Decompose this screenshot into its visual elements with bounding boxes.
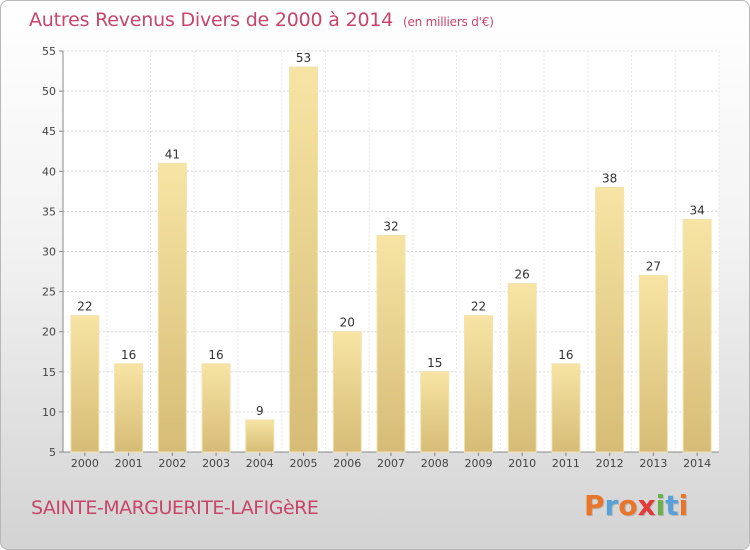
- data-label-2000: 22: [77, 300, 92, 314]
- chart-title: Autres Revenus Divers de 2000 à 2014 (en…: [29, 9, 494, 31]
- y-tick-label: 30: [42, 246, 56, 259]
- x-tick-label-2006: 2006: [333, 457, 361, 470]
- logo-letter: r: [604, 489, 619, 522]
- x-tick-label-2010: 2010: [508, 457, 536, 470]
- bar-2010[interactable]: [507, 283, 537, 453]
- y-tick-label: 20: [42, 326, 56, 339]
- data-label-2008: 15: [427, 356, 442, 370]
- x-tick-label-2013: 2013: [639, 457, 667, 470]
- logo-letter: o: [618, 489, 638, 522]
- bar-2006[interactable]: [332, 331, 362, 453]
- data-label-2010: 26: [515, 268, 530, 282]
- x-tick-label-2000: 2000: [71, 457, 99, 470]
- x-tick-label-2003: 2003: [202, 457, 230, 470]
- data-labels: 22 16 41 16 9 53 20 32 15 22 26 16 38 27 34: [77, 51, 705, 418]
- bar-2014[interactable]: [682, 218, 712, 453]
- y-tick-label: 35: [42, 205, 56, 218]
- data-label-2007: 32: [383, 219, 398, 233]
- data-label-2013: 27: [646, 260, 661, 274]
- bar-2005[interactable]: [289, 66, 319, 453]
- y-tick-label: 10: [42, 406, 56, 419]
- data-label-2011: 16: [558, 348, 573, 362]
- data-label-2004: 9: [256, 404, 264, 418]
- data-label-2001: 16: [121, 348, 136, 362]
- bar-2011[interactable]: [551, 363, 581, 453]
- bars: [70, 66, 712, 453]
- data-label-2009: 22: [471, 300, 486, 314]
- bar-2009[interactable]: [463, 315, 493, 453]
- y-tick-label: 50: [42, 85, 56, 98]
- bar-2003[interactable]: [201, 363, 231, 453]
- x-tick-label-2009: 2009: [464, 457, 492, 470]
- x-tick-label-2014: 2014: [683, 457, 711, 470]
- data-label-2014: 34: [689, 203, 704, 217]
- y-tick-label: 55: [42, 45, 56, 58]
- bar-2001[interactable]: [114, 363, 144, 453]
- x-tick-label-2005: 2005: [290, 457, 318, 470]
- data-label-2002: 41: [165, 147, 180, 161]
- x-tick-label-2011: 2011: [552, 457, 580, 470]
- logo-letter: x: [637, 489, 656, 522]
- x-tick-label-2008: 2008: [421, 457, 449, 470]
- chart-title-text: Autres Revenus Divers de 2000 à 2014: [29, 9, 394, 31]
- proxiti-logo[interactable]: Proxiti: [584, 489, 688, 522]
- axes: 5 10 15 20 25 30 35 40 45 50 55 2000 2001 2002 2003 200…: [42, 45, 719, 470]
- bar-2007[interactable]: [376, 234, 406, 453]
- bar-2012[interactable]: [595, 186, 625, 453]
- x-tick-label-2004: 2004: [246, 457, 274, 470]
- data-label-2012: 38: [602, 171, 617, 185]
- data-label-2005: 53: [296, 51, 311, 65]
- logo-letter: t: [665, 489, 679, 522]
- x-tick-label-2001: 2001: [115, 457, 143, 470]
- bar-2004[interactable]: [245, 419, 275, 453]
- bar-2013[interactable]: [638, 275, 668, 453]
- chart-subtitle: (en milliers d'€): [402, 15, 494, 29]
- bar-2000[interactable]: [70, 315, 100, 453]
- y-tick-label: 45: [42, 125, 56, 138]
- logo-letter: i: [655, 489, 666, 522]
- y-tick-label: 15: [42, 366, 56, 379]
- data-label-2006: 20: [340, 316, 355, 330]
- bar-2008[interactable]: [420, 371, 450, 453]
- x-tick-label-2007: 2007: [377, 457, 405, 470]
- logo-letter: i: [678, 489, 689, 522]
- x-tick-label-2012: 2012: [596, 457, 624, 470]
- y-tick-label: 25: [42, 286, 56, 299]
- logo-letter: P: [584, 489, 605, 522]
- x-tick-label-2002: 2002: [158, 457, 186, 470]
- commune-name: SAINTE-MARGUERITE-LAFIGèRE: [31, 497, 319, 519]
- data-label-2003: 16: [208, 348, 223, 362]
- bar-2002[interactable]: [157, 162, 187, 453]
- y-tick-label: 40: [42, 165, 56, 178]
- y-tick-label: 5: [49, 446, 56, 459]
